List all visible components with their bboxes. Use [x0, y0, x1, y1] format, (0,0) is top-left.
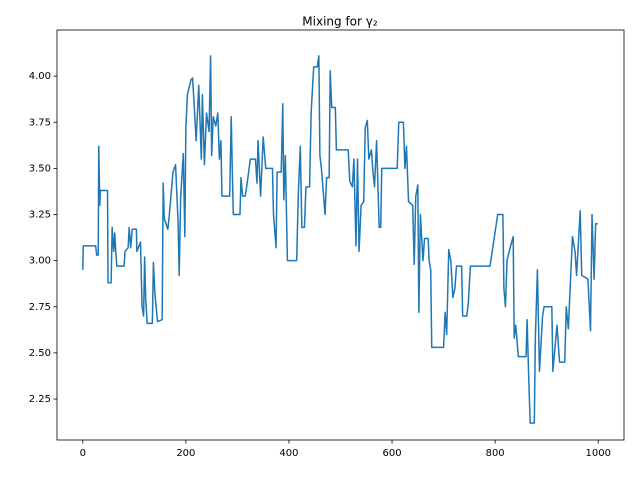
- y-tick-label: 3.25: [29, 210, 51, 221]
- x-tick-label: 200: [176, 448, 195, 459]
- y-tick-label: 3.00: [29, 256, 51, 267]
- plot-frame: [56, 29, 625, 441]
- y-tick-label: 3.75: [29, 117, 51, 128]
- x-tick-label: 800: [486, 448, 505, 459]
- x-tick-label: 0: [80, 448, 86, 459]
- x-tick-label: 600: [382, 448, 401, 459]
- chart-title: Mixing for γ₂: [302, 15, 378, 29]
- y-tick-label: 4.00: [29, 71, 51, 82]
- y-tick-label: 3.50: [29, 163, 51, 174]
- y-tick-label: 2.75: [29, 302, 51, 313]
- x-tick-label: 400: [279, 448, 298, 459]
- x-tick-label: 1000: [586, 448, 611, 459]
- trace-line: [82, 55, 598, 424]
- y-tick-label: 2.50: [29, 348, 51, 359]
- y-tick-label: 2.25: [29, 394, 51, 405]
